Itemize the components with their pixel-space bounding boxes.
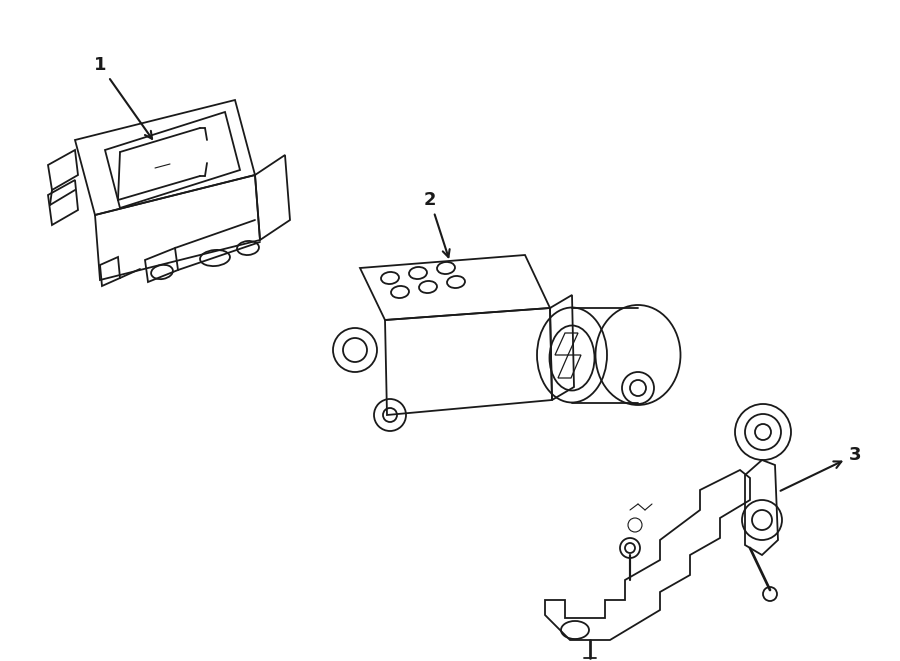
Text: 2: 2 bbox=[424, 191, 450, 257]
Text: 1: 1 bbox=[94, 56, 152, 139]
Text: 3: 3 bbox=[780, 446, 861, 491]
